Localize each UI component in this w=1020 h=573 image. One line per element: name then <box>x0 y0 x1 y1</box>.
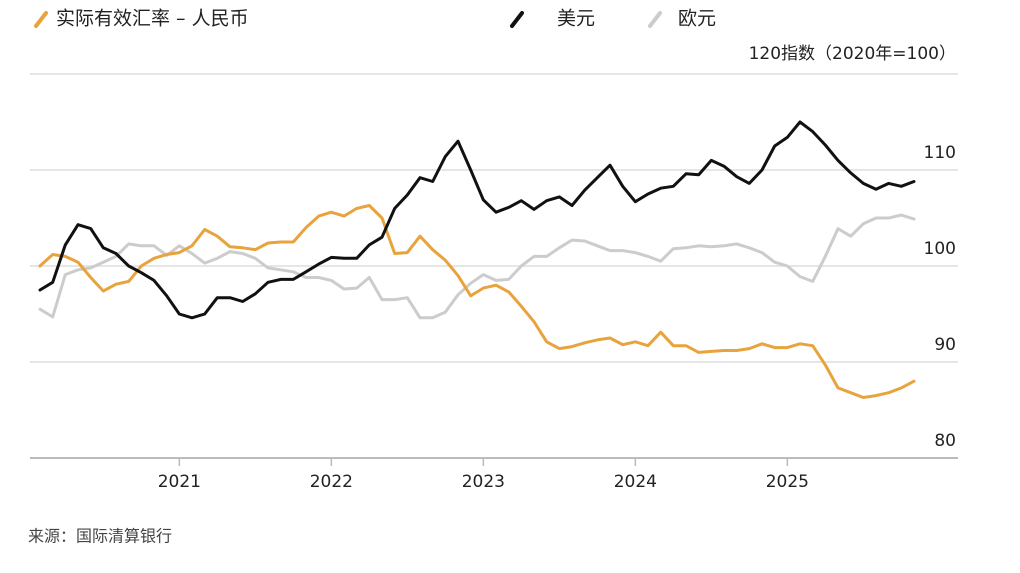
y-tick-label: 110 <box>924 143 956 163</box>
series-line <box>38 204 916 399</box>
legend-icon <box>648 11 662 28</box>
x-tick-label: 2022 <box>310 472 353 492</box>
y-tick-label: 80 <box>934 431 956 451</box>
legend-icon <box>34 11 48 28</box>
legend-label: 欧元 <box>678 8 716 30</box>
legend-icon <box>510 11 524 28</box>
y-tick-label: 100 <box>924 239 956 259</box>
x-tick-label: 2023 <box>462 472 505 492</box>
y-tick-label: 90 <box>934 335 956 355</box>
legend-label: 实际有效汇率 – 人民币 <box>56 8 249 30</box>
x-tick-label: 2025 <box>766 472 809 492</box>
x-tick-label: 2024 <box>614 472 657 492</box>
x-tick-label: 2021 <box>158 472 201 492</box>
series-line <box>38 120 916 320</box>
legend-label: 美元 <box>557 8 595 30</box>
y-tick-label: 120指数（2020年=100） <box>749 44 956 64</box>
source-note: 来源：国际清算银行 <box>28 527 172 546</box>
